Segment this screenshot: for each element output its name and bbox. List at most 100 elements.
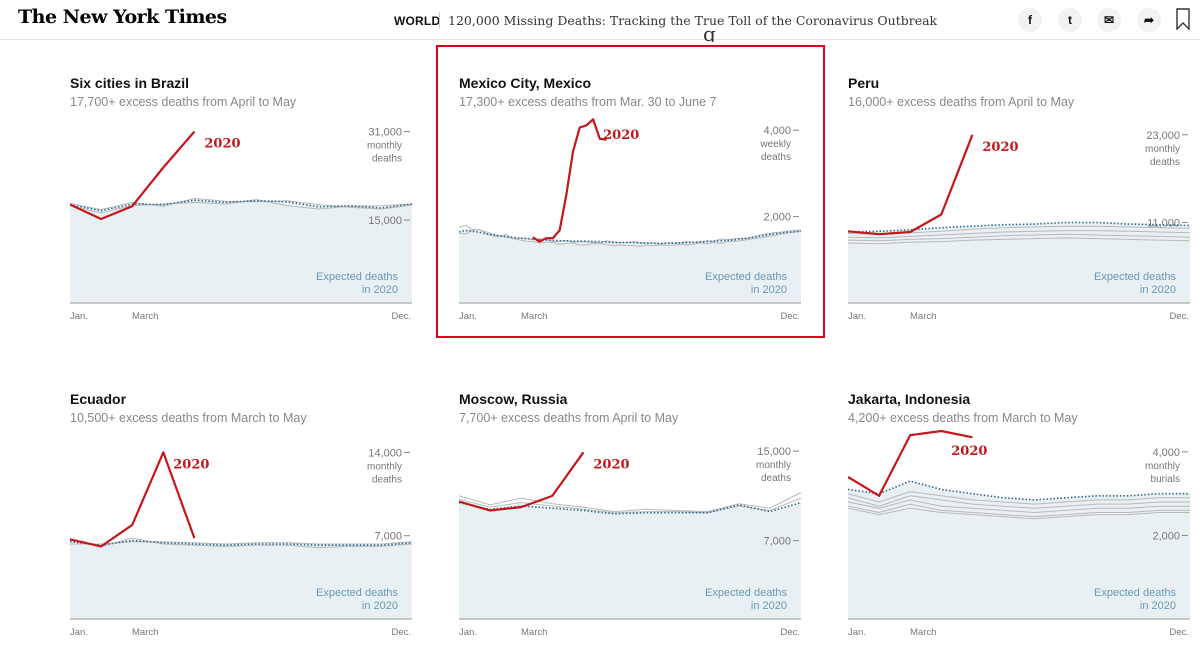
expected-area (70, 200, 412, 303)
chart-panel-moscow: Moscow, Russia 7,700+ excess deaths from… (459, 391, 804, 651)
line-2020 (848, 429, 973, 497)
past-year-line-3 (848, 237, 1191, 245)
past-year-line-2 (848, 233, 1191, 242)
past-year-line-3 (848, 503, 1190, 518)
y-unit-label: deaths (1150, 157, 1180, 168)
chart-panel-mexico-city: Mexico City, Mexico 17,300+ excess death… (459, 75, 804, 335)
x-tick-label: Jan. (459, 627, 477, 638)
facebook-icon[interactable]: f (1018, 8, 1042, 32)
panel-title: Moscow, Russia (459, 391, 568, 407)
y-tick-label: 31,000 (368, 127, 402, 139)
panel-title: Jakarta, Indonesia (848, 391, 971, 407)
past-year-line-1 (848, 230, 1191, 239)
panel-subtitle: 10,500+ excess deaths from March to May (70, 411, 307, 425)
y-unit-label: deaths (372, 474, 402, 485)
series-label-2020: 2020 (603, 128, 639, 143)
expected-line (848, 221, 1191, 233)
line-2020 (70, 451, 196, 548)
expected-deaths-label: Expected deaths (316, 271, 398, 283)
share-icon[interactable]: ➦ (1137, 8, 1161, 32)
panel-subtitle: 17,300+ excess deaths from Mar. 30 to Ju… (459, 95, 717, 109)
chart-svg: 11,000 23,000 monthly deaths 2020 Expected de… (848, 130, 1191, 322)
x-tick-label: March (910, 311, 936, 322)
y-unit-label: monthly (756, 460, 791, 471)
expected-line (70, 199, 413, 212)
panel-subtitle: 16,000+ excess deaths from April to May (848, 95, 1075, 109)
expected-line (459, 229, 802, 245)
x-tick-label: Dec. (780, 627, 800, 638)
series-label-2020: 2020 (173, 457, 209, 472)
x-tick-label: March (521, 627, 547, 638)
email-icon[interactable]: ✉ (1097, 8, 1121, 32)
y-tick-label: 11,000 (1147, 218, 1180, 230)
panel-title: Peru (848, 75, 880, 91)
line-2020 (848, 134, 974, 236)
past-year-line-0 (70, 537, 413, 549)
past-year-line-0 (848, 491, 1190, 505)
chart-panel-ecuador: Ecuador 10,500+ excess deaths from March… (70, 391, 415, 651)
chart-svg: 7,000 15,000 monthly deaths 2020 Expected dea… (459, 446, 802, 638)
y-unit-label: deaths (761, 152, 791, 163)
expected-area (848, 222, 1190, 303)
y-tick-label: 4,000 (1152, 447, 1180, 459)
panel-subtitle: 17,700+ excess deaths from April to May (70, 95, 297, 109)
x-tick-label: Dec. (1169, 627, 1189, 638)
twitter-icon[interactable]: t (1058, 8, 1082, 32)
chart-panel-brazil: Six cities in Brazil 17,700+ excess deat… (70, 75, 415, 335)
x-tick-label: Dec. (391, 627, 411, 638)
past-year-line-1 (848, 495, 1190, 509)
expected-deaths-label: Expected deaths (1094, 271, 1176, 283)
x-tick-label: Jan. (70, 311, 88, 322)
x-tick-label: Dec. (1169, 311, 1189, 322)
y-unit-label: monthly (367, 141, 402, 152)
x-tick-label: Jan. (848, 311, 866, 322)
panel-title: Ecuador (70, 391, 127, 407)
expected-deaths-label: in 2020 (751, 284, 787, 296)
chart-panel-jakarta: Jakarta, Indonesia 4,200+ excess deaths … (848, 391, 1193, 651)
x-tick-label: March (132, 311, 158, 322)
expected-deaths-label: Expected deaths (316, 587, 398, 599)
x-tick-label: Dec. (780, 311, 800, 322)
expected-deaths-label: in 2020 (362, 284, 398, 296)
bookmark-icon[interactable] (1176, 8, 1190, 30)
past-year-line-0 (459, 492, 802, 513)
article-headline: 120,000 Missing Deaths: Tracking the Tru… (448, 13, 938, 28)
expected-area (459, 502, 801, 619)
line-2020 (459, 451, 585, 512)
x-tick-label: March (521, 311, 547, 322)
nyt-logo[interactable]: The New York Times (18, 6, 227, 28)
expected-deaths-label: in 2020 (1140, 600, 1176, 612)
y-unit-label: monthly (1145, 144, 1180, 155)
line-2020 (70, 130, 196, 221)
y-unit-label: deaths (372, 154, 402, 165)
x-tick-label: March (910, 627, 936, 638)
expected-deaths-label: Expected deaths (1094, 587, 1176, 599)
panel-subtitle: 4,200+ excess deaths from March to May (848, 411, 1078, 425)
y-unit-label: weekly (759, 139, 791, 150)
past-year-line-4 (848, 507, 1190, 520)
x-tick-label: March (132, 627, 158, 638)
y-tick-label: 15,000 (757, 446, 791, 458)
expected-deaths-label: in 2020 (751, 600, 787, 612)
past-year-line-2 (848, 499, 1190, 514)
panel-subtitle: 7,700+ excess deaths from April to May (459, 411, 679, 425)
section-label[interactable]: WORLD (394, 14, 441, 28)
chart-panel-peru: Peru 16,000+ excess deaths from April to… (848, 75, 1193, 335)
panel-title: Six cities in Brazil (70, 75, 190, 91)
y-tick-label: 15,000 (368, 215, 402, 227)
y-unit-label: burials (1151, 474, 1180, 485)
expected-deaths-label: Expected deaths (705, 587, 787, 599)
y-tick-label: 14,000 (368, 447, 402, 459)
x-tick-label: Dec. (391, 311, 411, 322)
clipped-heading-fragment: g (703, 30, 716, 42)
chart-svg: 7,000 14,000 monthly deaths 2020 Expected dea… (70, 447, 413, 638)
chart-svg: 2,000 4,000 weekly deaths 2020 Expected death… (459, 118, 802, 322)
expected-area (70, 540, 412, 619)
expected-area (848, 481, 1190, 619)
y-tick-label: 4,000 (763, 125, 791, 137)
line-2020 (532, 118, 607, 243)
expected-line (459, 501, 802, 515)
expected-deaths-label: in 2020 (362, 600, 398, 612)
series-label-2020: 2020 (951, 444, 987, 459)
y-unit-label: monthly (1145, 461, 1180, 472)
